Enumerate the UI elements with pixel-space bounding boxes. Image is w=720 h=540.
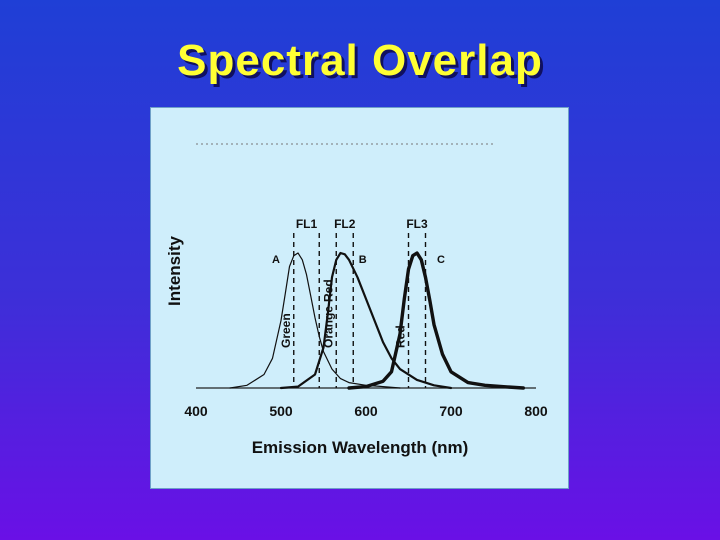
curve-label: B xyxy=(359,254,367,266)
chart-panel: 400 500 600 700 800 Emission Wavelength (nm) I… xyxy=(151,108,568,488)
channel-label: Orange-Red xyxy=(321,279,335,348)
x-tick-label: 800 xyxy=(524,403,548,419)
spectral-overlap-chart: 400 500 600 700 800 Emission Wavelength (nm) I… xyxy=(165,143,548,457)
x-tick-label: 600 xyxy=(354,403,378,419)
x-tick-label: 400 xyxy=(184,403,208,419)
x-axis-label: Emission Wavelength (nm) xyxy=(252,438,469,457)
emission-curve-b xyxy=(279,251,453,390)
emission-curve-a xyxy=(229,252,401,389)
curve-label: A xyxy=(272,254,280,266)
x-tick-label: 500 xyxy=(269,403,293,419)
channel-label: Red xyxy=(394,325,408,348)
curve-label: C xyxy=(437,254,445,266)
detector-window-label: FL2 xyxy=(334,217,356,231)
x-tick-label: 700 xyxy=(439,403,463,419)
detector-window-label: FL3 xyxy=(406,217,428,231)
slide-title: Spectral Overlap xyxy=(177,36,543,85)
detector-window-label: FL1 xyxy=(296,217,318,231)
emission-curve-c xyxy=(347,251,525,390)
channel-label: Green xyxy=(279,313,293,348)
y-axis-label: Intensity xyxy=(165,236,184,306)
